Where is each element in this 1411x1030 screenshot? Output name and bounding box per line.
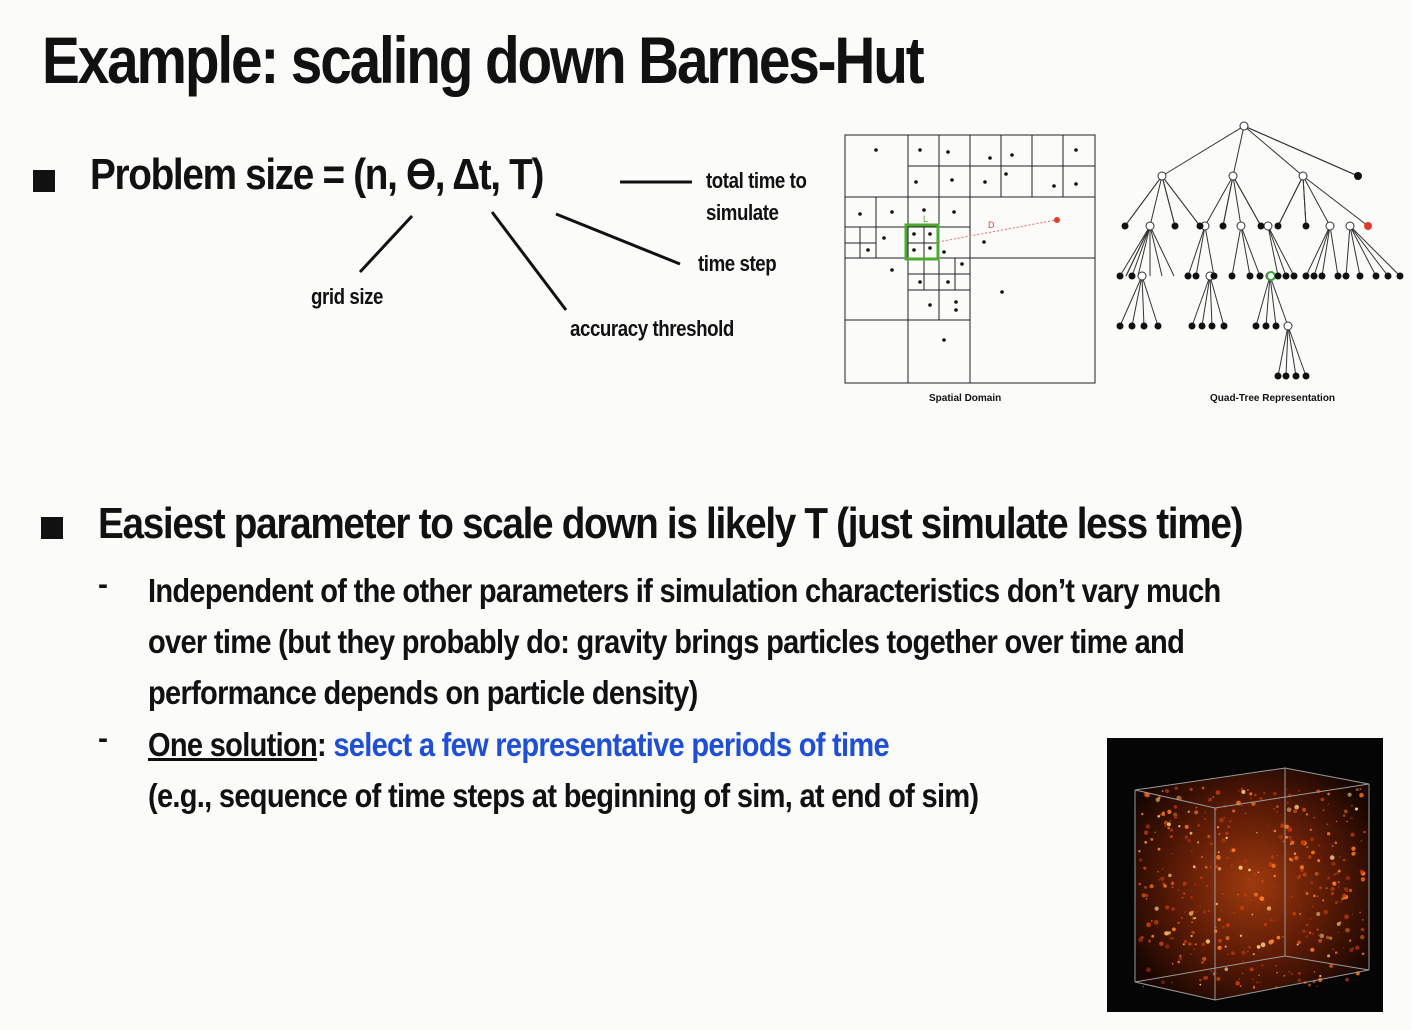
sub-bullet-line-2: over time (but they probably do: gravity… (148, 623, 1185, 660)
annotation-grid-size: grid size (311, 284, 384, 309)
problem-size-label: Problem size = (90, 150, 354, 199)
annotation-simulate: simulate (706, 200, 779, 225)
annotation-accuracy: accuracy threshold (570, 316, 734, 341)
bullet-marker (41, 517, 63, 539)
bullet-marker (33, 170, 55, 192)
solution-colon: : (317, 726, 327, 763)
quad-tree-diagram (1116, 121, 1404, 380)
dash-marker: - (98, 568, 108, 601)
bullet-heading: Easiest parameter to scale down is likel… (98, 499, 1243, 548)
spatial-domain-diagram: L D (844, 134, 1096, 384)
dash-marker: - (98, 722, 108, 755)
annotation-total-time: total time to (706, 168, 807, 193)
slide-title: Example: scaling down Barnes-Hut (42, 23, 925, 97)
l-label: L (923, 214, 928, 224)
particle-simulation-image (1107, 738, 1383, 1012)
solution-line: One solution: select a few representativ… (148, 719, 890, 771)
sub-bullet-line-3: performance depends on particle density) (148, 674, 698, 711)
annotation-time-step: time step (698, 251, 777, 276)
d-label: D (988, 220, 995, 230)
solution-highlight: select a few representative periods of t… (325, 726, 889, 763)
solution-example-line: (e.g., sequence of time steps at beginni… (148, 777, 979, 814)
annotation-lines (358, 180, 692, 311)
problem-size-line: Problem size = (n, ϴ, Δt, T) (90, 150, 544, 200)
problem-size-tuple: (n, ϴ, Δt, T) (353, 150, 544, 199)
sub-bullet-line-1: Independent of the other parameters if s… (148, 572, 1221, 609)
solution-prefix: One solution (148, 726, 318, 763)
quad-tree-caption: Quad-Tree Representation (1210, 393, 1336, 404)
spatial-domain-caption: Spatial Domain (929, 393, 1002, 404)
